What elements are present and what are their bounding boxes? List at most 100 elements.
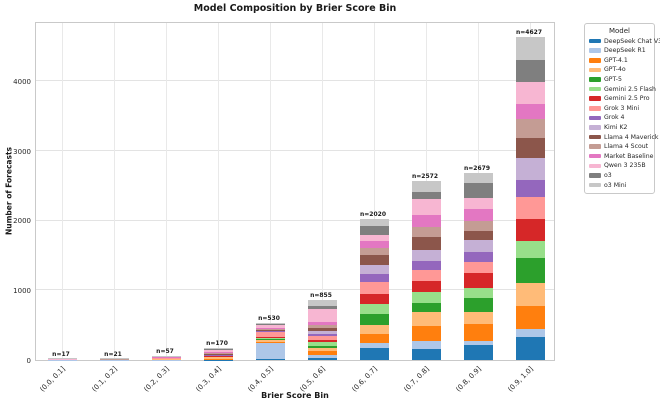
legend-swatch-icon	[589, 48, 601, 53]
legend-swatch-icon	[589, 96, 601, 101]
bar-segment-o3-mini	[515, 37, 545, 60]
bar-segment-o3-mini	[203, 348, 233, 350]
legend-label: o3	[604, 171, 612, 179]
gridline-vertical	[270, 23, 271, 360]
bar-total-annotation: n=17	[52, 350, 70, 358]
bar-segment-deepseek-r1	[463, 340, 493, 346]
bar-total-annotation: n=21	[104, 350, 122, 358]
bar-segment-llama-4-scout	[463, 220, 493, 231]
bar-segment-kimi-k2	[307, 330, 337, 334]
bar-segment-deepseek-chat-v3	[307, 357, 337, 360]
bar-segment-grok-3-mini	[151, 358, 181, 359]
legend-swatch-icon	[589, 163, 601, 169]
bar-segment-gpt-5	[359, 313, 389, 325]
legend-item-qwen-3-235b: Qwen 3 235B	[589, 162, 650, 169]
bar-total-annotation: n=530	[258, 315, 280, 323]
bar-segment-gpt-4o	[203, 356, 233, 359]
bar-segment-kimi-k2	[255, 330, 285, 331]
bar-segment-gemini-2-5-pro	[307, 339, 337, 342]
bar-segment-llama-4-scout	[203, 352, 233, 355]
bar-segment-gpt-4o	[411, 312, 441, 326]
bar-segment-llama-4-scout	[307, 324, 337, 328]
bar-segment-o3	[359, 225, 389, 235]
gridline-vertical	[374, 23, 375, 360]
bar-segment-llama-4-maverick	[411, 237, 441, 251]
bar-segment-gpt-5	[307, 346, 337, 349]
legend-item-gpt-4-1: GPT-4.1	[589, 57, 650, 64]
bar-segment-deepseek-chat-v3	[463, 345, 493, 360]
legend-label: GPT-4o	[604, 66, 626, 74]
legend-label: Grok 3 Mini	[604, 104, 640, 112]
bar-segment-gpt-5	[515, 258, 545, 284]
bar-segment-llama-4-maverick	[255, 329, 285, 331]
bar-segment-gpt-4o	[463, 312, 493, 325]
x-tick-label: (0.4, 0.5]	[246, 365, 275, 394]
legend-swatch-icon	[589, 106, 601, 111]
legend-label: Market Baseline	[604, 152, 654, 160]
bar-segment-qwen-3-235b	[411, 199, 441, 215]
bar-segment-gemini-2-5-pro	[255, 336, 285, 339]
bar-segment-o3	[203, 349, 233, 350]
bar-segment-llama-4-maverick	[515, 137, 545, 158]
legend-item-grok-4: Grok 4	[589, 114, 650, 121]
legend-swatch-icon	[589, 86, 601, 92]
bar-segment-grok-3-mini	[515, 196, 545, 219]
bar-segment-kimi-k2	[411, 250, 441, 261]
x-tick-label: (0.1, 0.2]	[90, 365, 119, 394]
bar-segment-qwen-3-235b	[463, 197, 493, 210]
plot-area	[35, 22, 555, 361]
legend-label: DeepSeek R1	[604, 47, 646, 55]
bar-segment-grok-4	[515, 179, 545, 197]
legend: Model DeepSeek Chat V3 DeepSeek R1 GPT-4.1…	[584, 23, 660, 194]
bar-segment-qwen-3-235b	[151, 356, 181, 358]
bar-segment-grok-3-mini	[307, 335, 337, 340]
bar-segment-grok-3-mini	[203, 355, 233, 357]
legend-items: DeepSeek Chat V3 DeepSeek R1 GPT-4.1 GPT-4o…	[589, 38, 660, 189]
bar-segment-gemini-2-5-flash	[411, 291, 441, 304]
y-tick-label: 0	[26, 357, 31, 365]
bar-segment-market-baseline	[359, 241, 389, 248]
bar-segment-llama-4-maverick	[463, 230, 493, 241]
bar-segment-market-baseline	[515, 104, 545, 120]
legend-swatch-icon	[589, 173, 601, 178]
bar-segment-deepseek-r1	[515, 328, 545, 337]
bar-segment-gpt-4-1	[255, 341, 285, 343]
bar-segment-o3	[255, 324, 285, 325]
bar-segment-qwen-3-235b	[359, 234, 389, 242]
bar-segment-gpt-5	[255, 338, 285, 340]
legend-item-market-baseline: Market Baseline	[589, 152, 654, 160]
bar-total-annotation: n=4627	[516, 29, 542, 37]
legend-item-llama-4-maverick: Llama 4 Maverick	[589, 134, 659, 141]
legend-label: o3 Mini	[604, 181, 627, 189]
bar-segment-deepseek-r1	[307, 355, 337, 358]
bar-segment-gpt-4-1	[307, 351, 337, 356]
bar-segment-gemini-2-5-pro	[463, 273, 493, 289]
bar-segment-grok-4	[463, 252, 493, 262]
legend-label: Qwen 3 235B	[604, 162, 646, 170]
x-tick-label: (0.9, 1.0]	[506, 365, 535, 394]
y-tick-label: 4000	[13, 77, 31, 86]
bar-segment-gpt-4o	[515, 283, 545, 307]
bar-segment-llama-4-maverick	[307, 327, 337, 331]
legend-swatch-icon	[589, 67, 601, 73]
bar-segment-qwen-3-235b	[307, 308, 337, 322]
bar-segment-o3-mini	[151, 355, 181, 357]
bar-segment-o3-mini	[99, 358, 129, 359]
bar-segment-grok-4	[359, 273, 389, 283]
bar-segment-grok-3-mini	[359, 282, 389, 295]
bar-segment-grok-3-mini	[411, 269, 441, 282]
chart-title: Model Composition by Brier Score Bin	[193, 3, 397, 14]
bar-segment-gpt-4o	[99, 359, 129, 360]
bar-segment-kimi-k2	[359, 264, 389, 274]
bar-segment-gpt-4-1	[359, 334, 389, 344]
bar-segment-o3	[463, 182, 493, 198]
bar-segment-market-baseline	[203, 351, 233, 353]
bar-segment-gpt-4-1	[463, 324, 493, 341]
bar-segment-qwen-3-235b	[515, 81, 545, 105]
gridline-vertical	[114, 23, 115, 360]
legend-item-llama-4-scout: Llama 4 Scout	[589, 143, 650, 150]
bar-segment-qwen-3-235b	[255, 324, 285, 328]
bar-segment-llama-4-scout	[255, 328, 285, 330]
legend-swatch-icon	[589, 125, 601, 130]
bar-segment-llama-4-scout	[359, 247, 389, 256]
